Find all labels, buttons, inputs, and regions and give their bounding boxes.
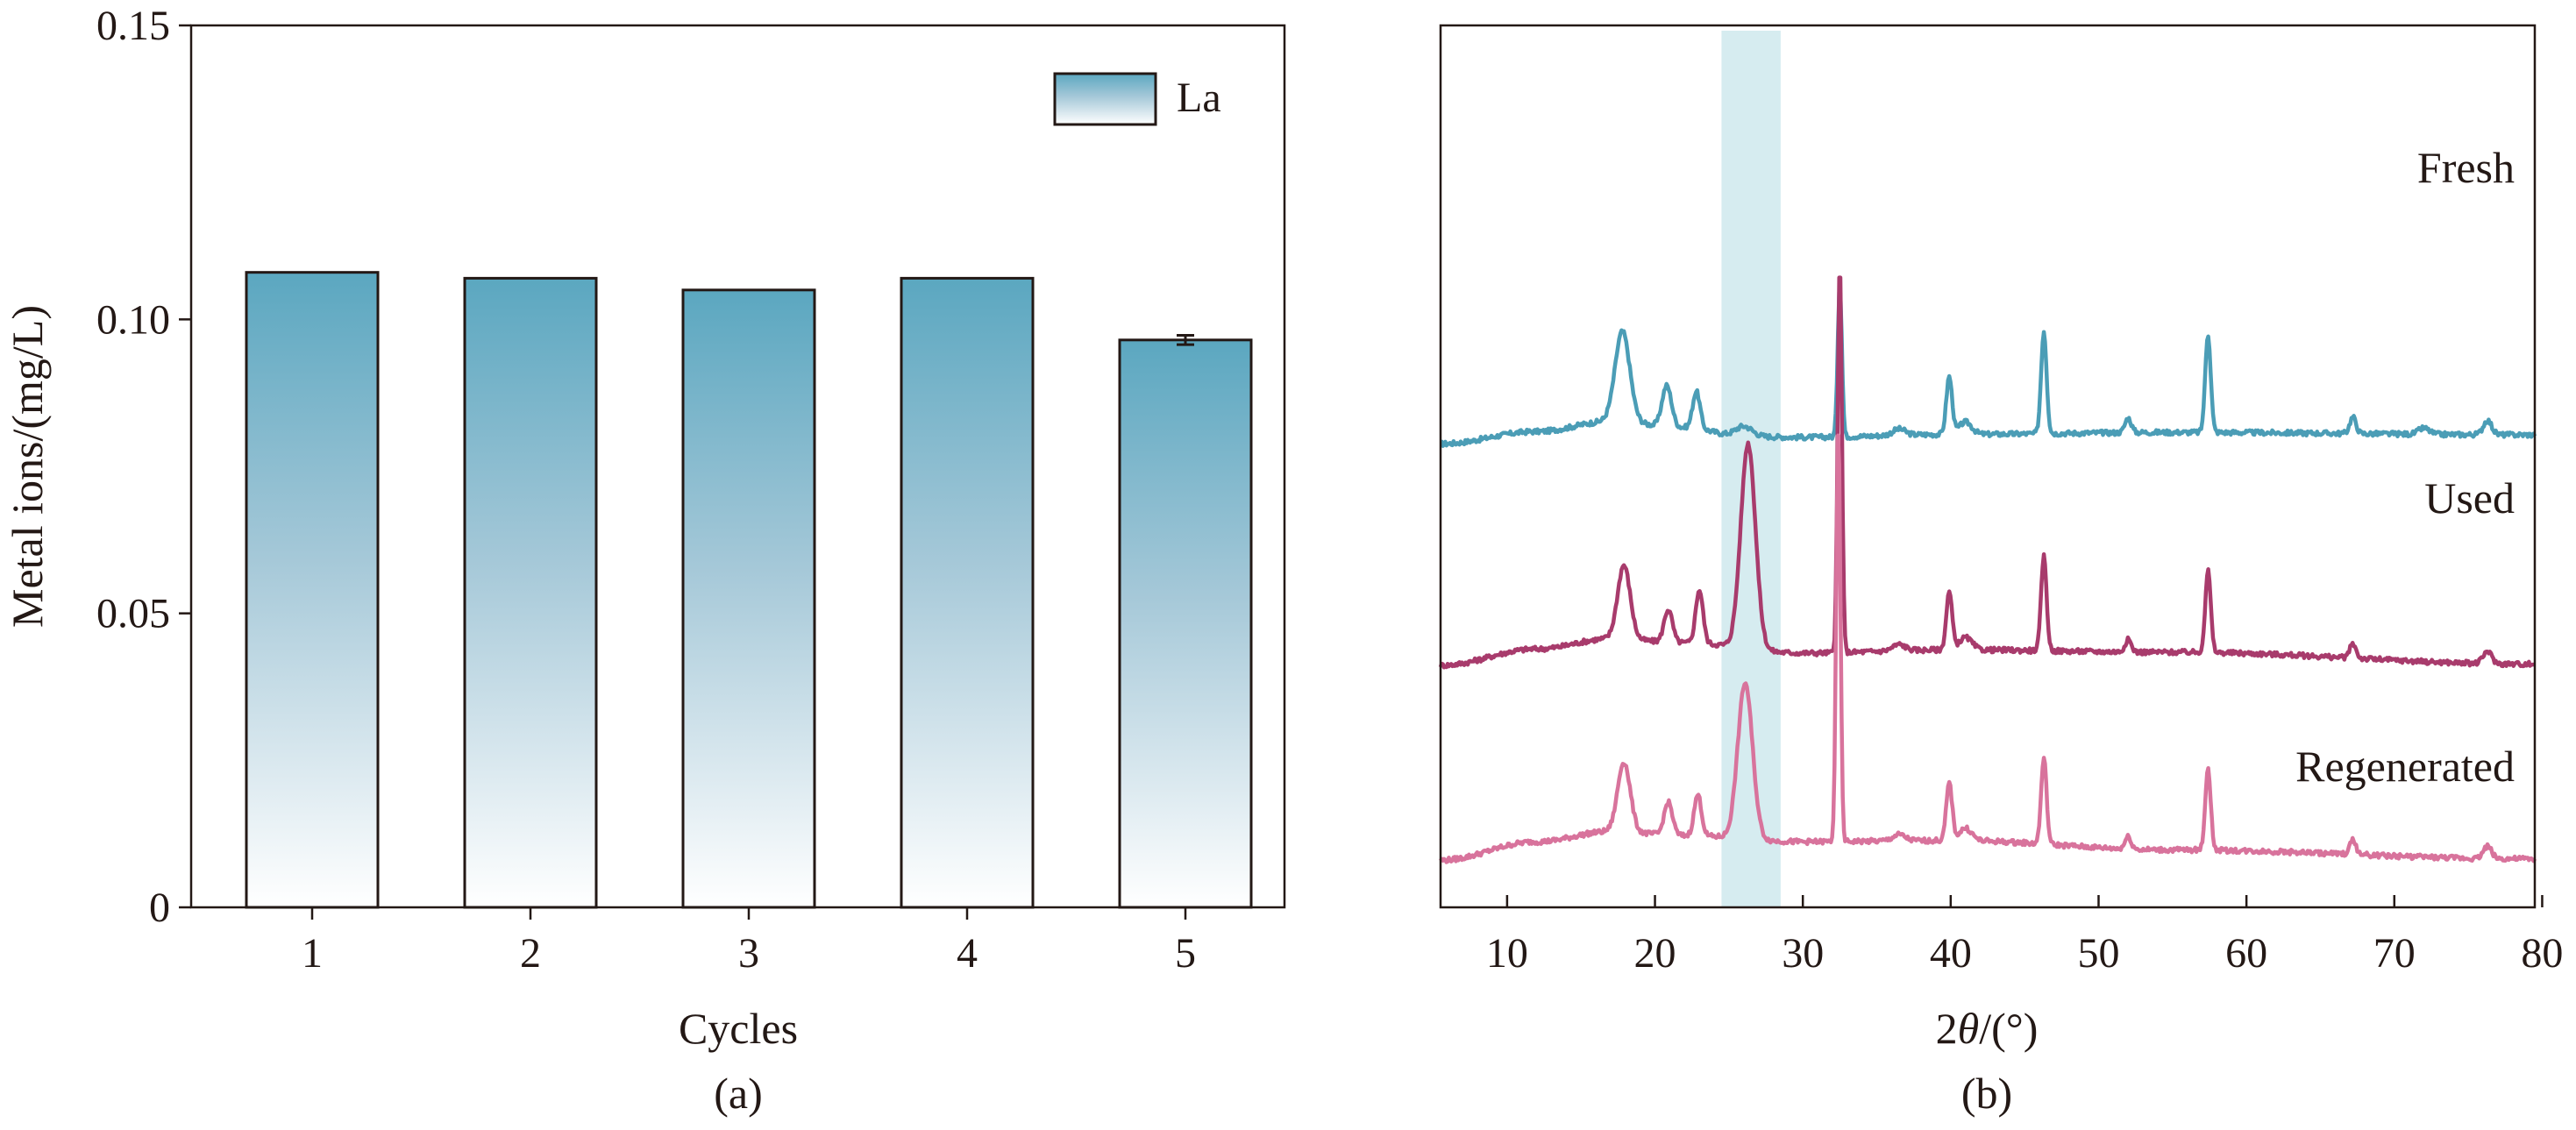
y-tick-label: 0.10 xyxy=(96,296,170,343)
plot-frame-a xyxy=(189,24,1286,909)
xrd-line-regenerated xyxy=(1439,433,2537,864)
bar-cycle-5 xyxy=(1118,338,1253,909)
x-tick-label-b: 30 xyxy=(1782,930,1824,977)
x-axis-label-prefix: 2 xyxy=(1936,1004,1958,1053)
bars-group xyxy=(245,271,1253,909)
y-tick-label: 0 xyxy=(149,885,170,931)
x-axis-label-suffix: /(°) xyxy=(1979,1004,2038,1053)
x-ticks-group: 1 2 3 4 5 xyxy=(302,907,1196,977)
series-label-regenerated: Regenerated xyxy=(2295,742,2515,791)
x-tick-label-b: 50 xyxy=(2077,930,2119,977)
error-bar-cycle-5 xyxy=(1177,333,1194,346)
legend-swatch-la xyxy=(1053,72,1157,126)
x-axis-label: Cycles xyxy=(679,1004,798,1053)
x-tick-label-b: 80 xyxy=(2521,930,2563,977)
bar-cycle-2 xyxy=(463,276,598,909)
xrd-lines-group xyxy=(1438,275,2537,864)
error-bars-group xyxy=(1177,333,1194,346)
series-label-fresh: Fresh xyxy=(2417,143,2515,192)
panel-a-bar-chart: 0 0.05 0.10 0.15 1 2 3 4 5 La Metal ions/(mg/L)… xyxy=(3,3,1286,1118)
x-axis-label-b: 2θ/(°) xyxy=(1936,1004,2039,1053)
panel-label-a: (a) xyxy=(714,1069,763,1118)
bar-cycle-4 xyxy=(900,276,1035,909)
x-tick-label-b: 40 xyxy=(1930,930,1972,977)
series-label-used: Used xyxy=(2424,473,2515,522)
legend: La xyxy=(1053,72,1221,126)
panel-b-xrd-chart: 10 20 30 40 50 60 70 80 Fresh Used Regenerated … xyxy=(1438,24,2563,1118)
x-ticks-group-b: 10 20 30 40 50 60 70 80 xyxy=(1486,895,2563,977)
bar-cycle-1 xyxy=(245,271,380,909)
xrd-line-used xyxy=(1438,275,2536,670)
plot-frame-b xyxy=(1439,24,2537,909)
xrd-line-fresh xyxy=(1440,289,2537,448)
x-axis-label-theta: θ xyxy=(1958,1004,1980,1053)
x-tick-label: 3 xyxy=(738,930,759,977)
x-tick-label-b: 10 xyxy=(1486,930,1528,977)
x-tick-label-b: 70 xyxy=(2373,930,2416,977)
bar-cycle-3 xyxy=(681,288,816,909)
y-tick-label: 0.05 xyxy=(96,591,170,637)
x-tick-label-b: 60 xyxy=(2225,930,2267,977)
x-tick-label-b: 20 xyxy=(1634,930,1676,977)
x-tick-label: 4 xyxy=(957,930,978,977)
legend-label-la: La xyxy=(1177,75,1221,121)
y-tick-label: 0.15 xyxy=(96,3,170,49)
x-tick-label: 5 xyxy=(1175,930,1196,977)
panel-label-b: (b) xyxy=(1961,1069,2012,1118)
x-tick-label: 2 xyxy=(520,930,541,977)
y-axis-label: Metal ions/(mg/L) xyxy=(3,305,52,628)
y-ticks-group: 0 0.05 0.10 0.15 xyxy=(96,3,191,931)
x-tick-label: 1 xyxy=(302,930,323,977)
